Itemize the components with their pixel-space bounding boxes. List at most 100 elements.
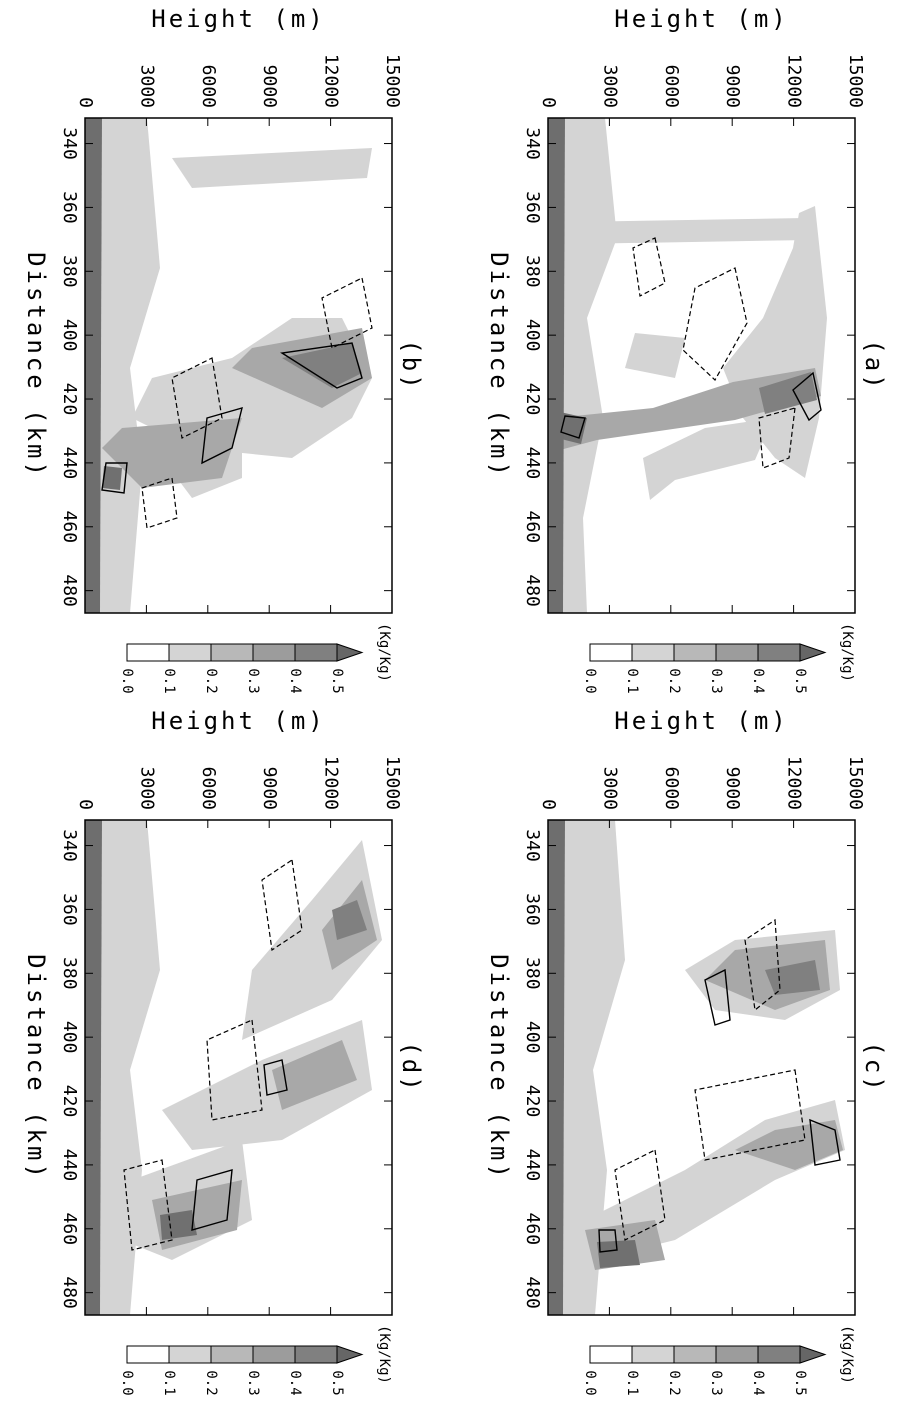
contour-negative	[744, 918, 781, 1012]
x-tick-label: 400	[522, 319, 543, 352]
x-tick-label: 480	[522, 1276, 543, 1309]
colorbar-label: 0.2	[203, 668, 219, 693]
colorbar-label: 0.5	[329, 1370, 345, 1395]
y-tick-label: 15000	[382, 54, 403, 108]
y-tick-label: 9000	[259, 65, 280, 108]
colorbar-label: 0.3	[245, 668, 261, 693]
y-tick-label: 6000	[661, 65, 682, 108]
x-tick-label: 460	[522, 511, 543, 544]
shading	[100, 820, 160, 1315]
shading	[563, 118, 617, 613]
y-tick-label: 6000	[198, 65, 219, 108]
colorbar-label: 0.2	[203, 1370, 219, 1395]
y-tick-label: 15000	[845, 756, 866, 810]
x-tick-label: 340	[522, 127, 543, 160]
y-tick-label: 9000	[722, 65, 743, 108]
x-tick-label: 440	[59, 447, 80, 480]
y-tick-label: 0	[538, 97, 559, 108]
y-axis-label: Height (m)	[151, 707, 326, 735]
colorbar-segment	[715, 643, 759, 662]
colorbar-segment	[126, 643, 170, 662]
colorbar-segment	[294, 1345, 338, 1364]
x-tick-label: 360	[59, 893, 80, 926]
plot-frame	[84, 117, 393, 614]
colorbar-segment	[168, 643, 212, 662]
x-axis-label: Distance (km)	[22, 252, 50, 479]
contour-positive	[560, 415, 586, 439]
colorbar-arrow	[336, 643, 364, 662]
y-tick-label: 0	[75, 97, 96, 108]
x-tick-label: 420	[59, 1085, 80, 1118]
y-tick-label: 0	[75, 799, 96, 810]
shading	[102, 418, 242, 488]
shading	[85, 118, 102, 613]
colorbar-segment	[252, 643, 296, 662]
x-tick-label: 340	[522, 829, 543, 862]
x-tick-label: 340	[59, 829, 80, 862]
contour-negative	[171, 357, 223, 439]
y-tick-label: 3000	[599, 767, 620, 810]
contour-positive	[191, 1169, 233, 1231]
x-tick-label: 440	[59, 1149, 80, 1182]
x-tick-label: 380	[522, 255, 543, 288]
colorbar-unit: (Kg/Kg)	[839, 623, 855, 682]
plot-frame	[547, 117, 856, 614]
contour-negative	[682, 267, 748, 381]
contour-positive	[598, 1229, 618, 1253]
colorbar-segment	[715, 1345, 759, 1364]
colorbar-label: 0.1	[624, 668, 640, 693]
shading	[597, 1240, 640, 1268]
x-axis-label: Distance (km)	[22, 954, 50, 1181]
panel-title: (d)	[397, 1041, 425, 1093]
shading	[282, 343, 362, 388]
contour-negative	[206, 1019, 263, 1121]
shading	[172, 148, 372, 188]
contour-negative	[758, 407, 796, 469]
colorbar-label: 0.0	[119, 1370, 135, 1395]
x-tick-label: 460	[59, 511, 80, 544]
colorbar-segment	[589, 1345, 633, 1364]
y-axis-label: Height (m)	[151, 5, 326, 33]
shading	[643, 418, 773, 500]
y-tick-label: 15000	[845, 54, 866, 108]
x-tick-label: 400	[59, 319, 80, 352]
shading	[272, 1040, 357, 1110]
colorbar-segment	[294, 643, 338, 662]
y-tick-label: 9000	[722, 767, 743, 810]
x-tick-label: 360	[522, 893, 543, 926]
colorbar-label: 0.1	[161, 668, 177, 693]
colorbar-segment	[210, 643, 254, 662]
panel: (a) 340 360 380 400 420 440 460 480 0 3000 6000 9000…	[485, 5, 888, 694]
colorbar-segment	[631, 1345, 675, 1364]
colorbar-label: 0.4	[750, 668, 766, 693]
rotated-figure: (a) 340 360 380 400 420 440 460 480 0 3000 6000 9000…	[22, 5, 888, 1396]
y-tick-label: 15000	[382, 756, 403, 810]
colorbar-label: 0.5	[792, 668, 808, 693]
colorbar-label: 0.2	[666, 668, 682, 693]
contour-negative	[261, 858, 303, 952]
y-tick-label: 6000	[661, 767, 682, 810]
colorbar-label: 0.0	[119, 668, 135, 693]
colorbar-segment	[589, 643, 633, 662]
colorbar-segment	[757, 643, 801, 662]
colorbar-unit: (Kg/Kg)	[839, 1325, 855, 1384]
contour-negative	[694, 1069, 806, 1161]
shading	[160, 1210, 197, 1240]
plot-frame	[84, 819, 393, 1316]
x-tick-label: 400	[522, 1021, 543, 1054]
shading	[735, 1120, 843, 1170]
shading	[100, 118, 160, 613]
panel-title: (a)	[860, 339, 888, 391]
y-tick-label: 12000	[321, 756, 342, 810]
colorbar-segment	[126, 1345, 170, 1364]
x-tick-label: 420	[522, 1085, 543, 1118]
colorbar-label: 0.4	[750, 1370, 766, 1395]
colorbar-segment	[252, 1345, 296, 1364]
shading	[548, 820, 565, 1315]
x-tick-label: 340	[59, 127, 80, 160]
x-tick-label: 420	[59, 383, 80, 416]
colorbar-label: 0.3	[708, 668, 724, 693]
x-tick-label: 480	[59, 574, 80, 607]
colorbar-arrow	[799, 643, 827, 662]
contour-negative	[632, 237, 666, 297]
